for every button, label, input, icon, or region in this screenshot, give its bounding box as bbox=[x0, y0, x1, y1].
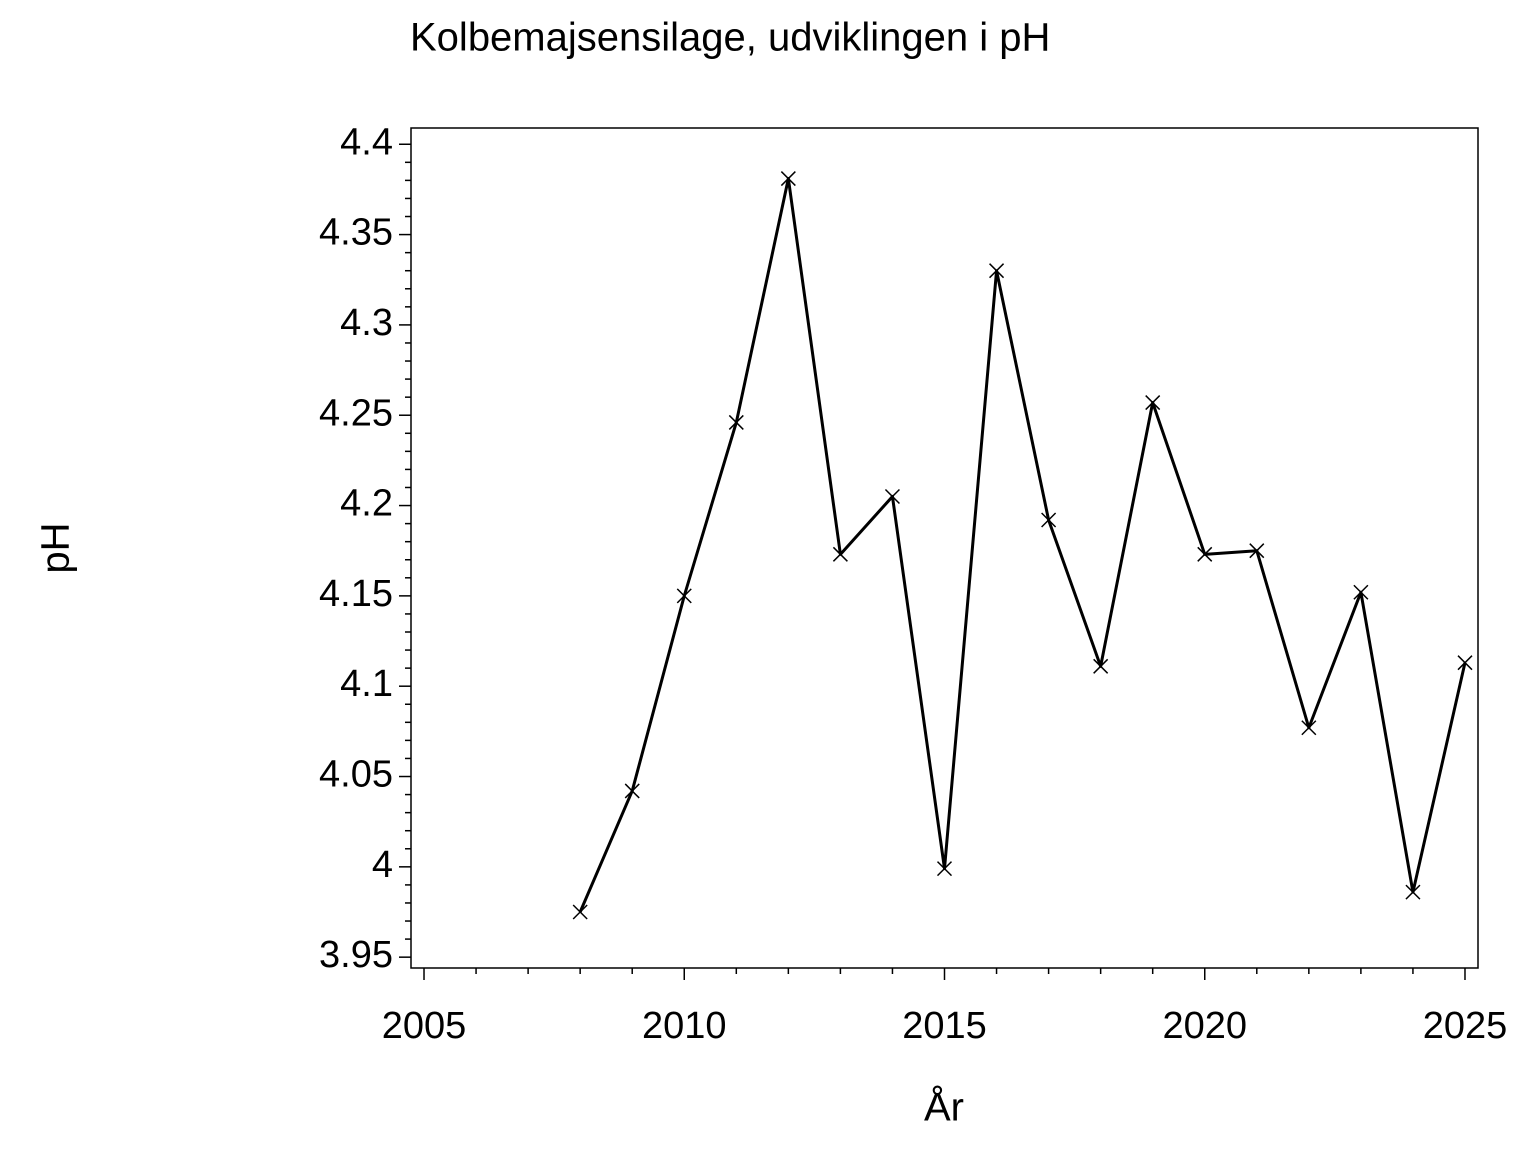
y-tick-label: 4.3 bbox=[340, 302, 393, 344]
y-tick-label: 4 bbox=[372, 844, 393, 886]
data-marker bbox=[1405, 884, 1421, 900]
data-marker bbox=[989, 263, 1005, 279]
data-marker bbox=[832, 546, 848, 562]
data-marker bbox=[1197, 546, 1213, 562]
x-tick-label: 2010 bbox=[642, 1005, 727, 1047]
data-marker bbox=[728, 414, 744, 430]
y-tick-label: 4.15 bbox=[319, 573, 393, 615]
x-tick-label: 2020 bbox=[1162, 1005, 1247, 1047]
data-marker bbox=[1457, 655, 1473, 671]
y-tick-label: 3.95 bbox=[319, 934, 393, 976]
y-tick-label: 4.1 bbox=[340, 663, 393, 705]
data-marker bbox=[780, 171, 796, 187]
data-marker bbox=[884, 488, 900, 505]
data-line bbox=[578, 177, 1467, 913]
x-axis-label: År bbox=[924, 1085, 964, 1130]
y-tick-label: 4.25 bbox=[319, 392, 393, 434]
data-marker bbox=[1353, 584, 1369, 600]
data-marker bbox=[624, 783, 640, 799]
y-tick-label: 4.4 bbox=[340, 121, 393, 163]
data-marker bbox=[1145, 395, 1161, 411]
chart-title: Kolbemajsensilage, udviklingen i pH bbox=[410, 16, 1050, 60]
plot-frame bbox=[410, 127, 1479, 969]
data-marker bbox=[936, 861, 953, 877]
x-tick-label: 2025 bbox=[1423, 1005, 1508, 1047]
data-marker bbox=[1093, 658, 1109, 674]
data-marker bbox=[676, 588, 692, 604]
y-tick-label: 4.05 bbox=[319, 754, 393, 796]
y-tick-label: 4.35 bbox=[319, 212, 393, 254]
x-tick-label: 2015 bbox=[902, 1005, 987, 1047]
data-marker bbox=[1301, 720, 1317, 736]
y-tick-label: 4.2 bbox=[340, 483, 393, 525]
x-tick-label: 2005 bbox=[382, 1005, 467, 1047]
y-axis-label: pH bbox=[34, 522, 78, 573]
data-marker bbox=[1249, 543, 1265, 559]
data-marker bbox=[1041, 512, 1057, 528]
data-marker bbox=[572, 904, 588, 920]
